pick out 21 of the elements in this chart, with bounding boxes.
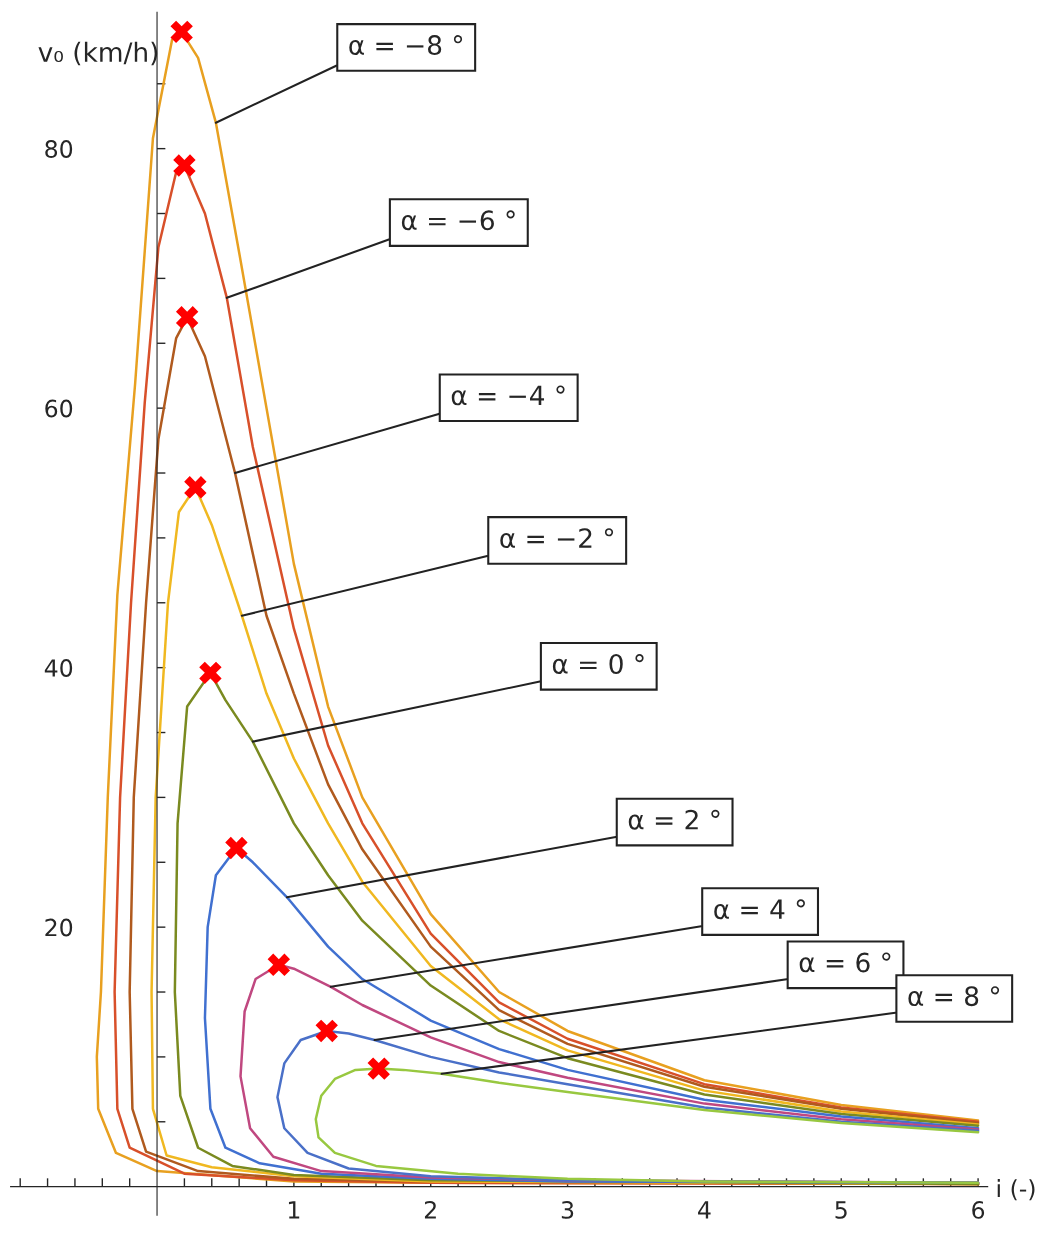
annotation: α = 4 ° — [714, 899, 805, 920]
x-tick-label: 4 — [698, 1201, 711, 1219]
y-tick-label: 80 — [45, 140, 73, 158]
x-tick-label: 5 — [835, 1201, 847, 1219]
y-tick-label: 40 — [44, 659, 73, 677]
annotation: α = −8 ° — [349, 35, 463, 56]
x-axis-title: i (-) — [997, 1179, 1035, 1201]
x-tick-label: 3 — [561, 1200, 574, 1219]
x-tick-label: 2 — [424, 1200, 436, 1219]
annotation: α = −4 ° — [451, 385, 565, 406]
x-tick-label: 6 — [972, 1200, 985, 1219]
annotation: α = −2 ° — [500, 528, 614, 549]
annotation: α = 6 ° — [799, 952, 891, 973]
y-tick-label: 20 — [45, 918, 73, 937]
y-tick-label: 60 — [45, 399, 73, 418]
annotation: α = −6 ° — [401, 210, 515, 231]
y-axis-title: v₀ (km/h) — [38, 41, 158, 66]
annotation: α = 8 ° — [908, 986, 1000, 1007]
annotation: α = 2 ° — [628, 809, 720, 830]
annotation: α = 0 ° — [552, 654, 644, 674]
x-tick-label: 1 — [288, 1201, 300, 1219]
